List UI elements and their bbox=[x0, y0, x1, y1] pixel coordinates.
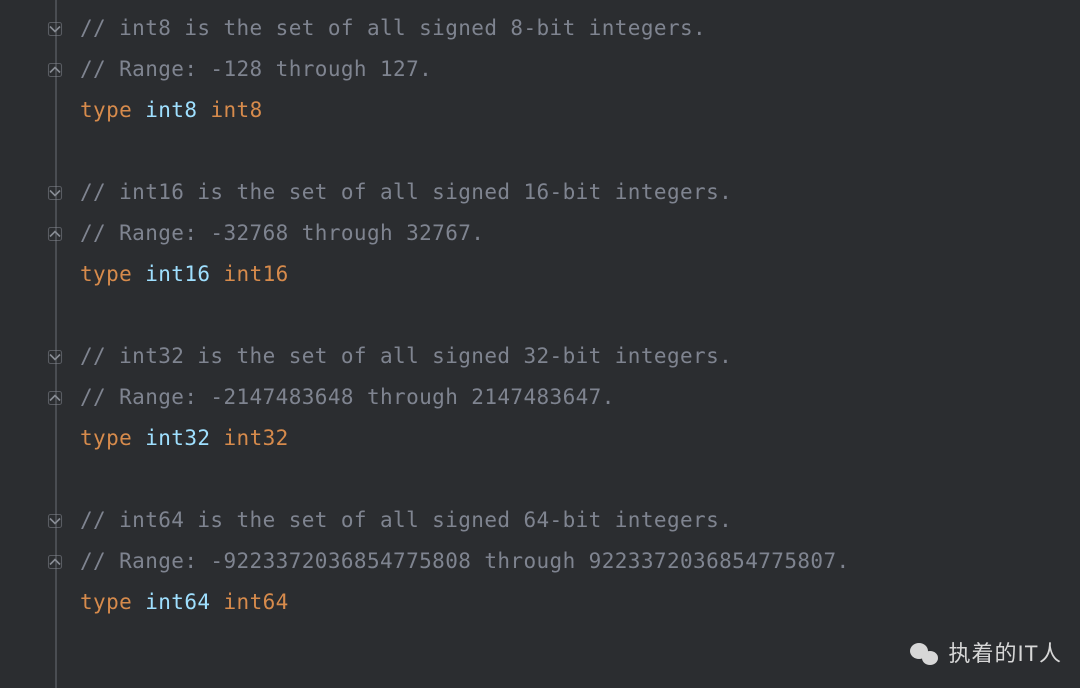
code-token-comment: // int32 is the set of all signed 32-bit… bbox=[80, 344, 732, 368]
fold-close-icon[interactable] bbox=[46, 553, 64, 571]
code-line: // int16 is the set of all signed 16-bit… bbox=[80, 172, 1080, 213]
code-editor: // int8 is the set of all signed 8-bit i… bbox=[0, 0, 1080, 688]
code-line: // int8 is the set of all signed 8-bit i… bbox=[80, 8, 1080, 49]
fold-open-icon[interactable] bbox=[46, 20, 64, 38]
code-line bbox=[80, 131, 1080, 172]
code-area: // int8 is the set of all signed 8-bit i… bbox=[70, 0, 1080, 688]
code-line bbox=[80, 295, 1080, 336]
fold-open-icon[interactable] bbox=[46, 184, 64, 202]
code-token-typeref: int32 bbox=[223, 426, 288, 450]
code-line: // Range: -128 through 127. bbox=[80, 49, 1080, 90]
code-token-typeref: int64 bbox=[223, 590, 288, 614]
code-token-typedef: int64 bbox=[145, 590, 223, 614]
code-token-typedef: int32 bbox=[145, 426, 223, 450]
code-line: type int32 int32 bbox=[80, 418, 1080, 459]
fold-guide-line bbox=[55, 0, 57, 688]
code-token-comment: // int16 is the set of all signed 16-bit… bbox=[80, 180, 732, 204]
code-line: type int64 int64 bbox=[80, 582, 1080, 623]
code-token-comment: // int64 is the set of all signed 64-bit… bbox=[80, 508, 732, 532]
code-token-comment: // int8 is the set of all signed 8-bit i… bbox=[80, 16, 706, 40]
code-token-comment: // Range: -128 through 127. bbox=[80, 57, 432, 81]
code-token-typeref: int16 bbox=[223, 262, 288, 286]
code-line: type int8 int8 bbox=[80, 90, 1080, 131]
fold-close-icon[interactable] bbox=[46, 225, 64, 243]
watermark-text: 执着的IT人 bbox=[948, 633, 1062, 674]
code-token-typedef: int8 bbox=[145, 98, 210, 122]
wechat-icon bbox=[910, 641, 940, 667]
editor-gutter bbox=[0, 0, 70, 688]
code-token-keyword: type bbox=[80, 426, 145, 450]
code-token-typedef: int16 bbox=[145, 262, 223, 286]
code-token-keyword: type bbox=[80, 590, 145, 614]
fold-close-icon[interactable] bbox=[46, 61, 64, 79]
code-line: // int64 is the set of all signed 64-bit… bbox=[80, 500, 1080, 541]
code-token-comment: // Range: -9223372036854775808 through 9… bbox=[80, 549, 850, 573]
code-line: // Range: -9223372036854775808 through 9… bbox=[80, 541, 1080, 582]
code-token-keyword: type bbox=[80, 262, 145, 286]
code-line: // Range: -32768 through 32767. bbox=[80, 213, 1080, 254]
code-line: type int16 int16 bbox=[80, 254, 1080, 295]
code-token-typeref: int8 bbox=[210, 98, 262, 122]
fold-open-icon[interactable] bbox=[46, 512, 64, 530]
code-token-comment: // Range: -2147483648 through 2147483647… bbox=[80, 385, 615, 409]
fold-open-icon[interactable] bbox=[46, 348, 64, 366]
code-line: // Range: -2147483648 through 2147483647… bbox=[80, 377, 1080, 418]
code-line bbox=[80, 459, 1080, 500]
code-token-keyword: type bbox=[80, 98, 145, 122]
code-token-comment: // Range: -32768 through 32767. bbox=[80, 221, 484, 245]
code-line: // int32 is the set of all signed 32-bit… bbox=[80, 336, 1080, 377]
watermark: 执着的IT人 bbox=[910, 633, 1062, 674]
fold-close-icon[interactable] bbox=[46, 389, 64, 407]
